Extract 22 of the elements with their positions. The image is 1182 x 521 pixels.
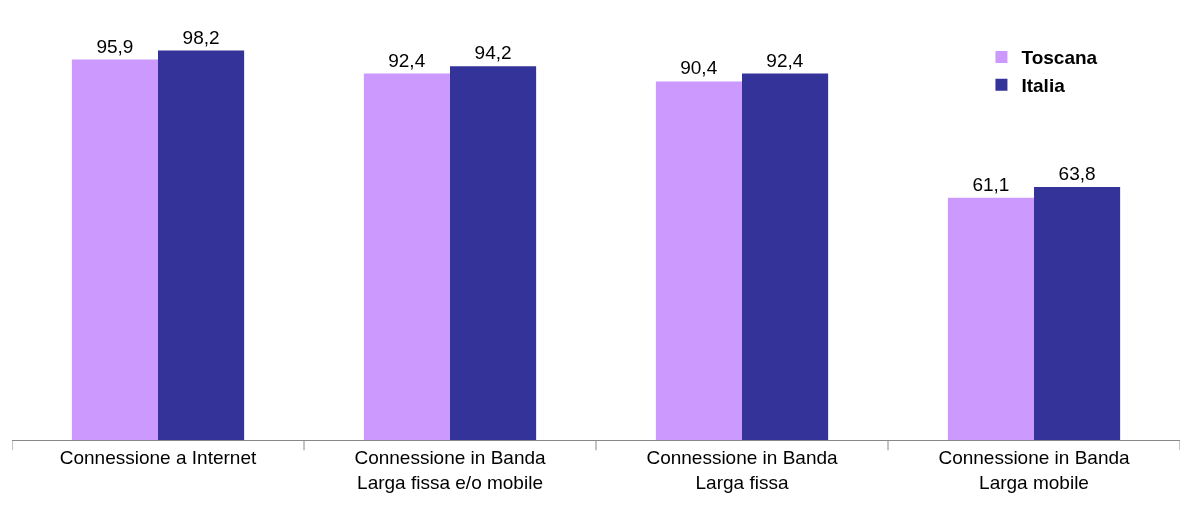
x-tick-label: Connessione a Internet	[59, 446, 257, 468]
bar	[158, 50, 245, 440]
data-label: 90,4	[680, 57, 718, 79]
data-label: 92,4	[388, 49, 426, 71]
legend-label: Toscana	[1021, 47, 1098, 69]
bar	[363, 73, 450, 440]
data-label: 92,4	[766, 49, 804, 71]
x-tick-label: Connessione in Banda Larga fissa	[646, 446, 839, 493]
bar	[1034, 186, 1121, 440]
legend-label: Italia	[1021, 75, 1066, 97]
bar	[655, 81, 742, 440]
data-label: 63,8	[1058, 162, 1096, 184]
data-label: 95,9	[96, 35, 134, 57]
bar	[71, 59, 158, 440]
data-label: 94,2	[474, 42, 512, 64]
x-tick-label: Connessione in Banda Larga fissa e/o mobile	[354, 446, 547, 493]
bar	[450, 66, 537, 440]
x-tick-label: Connessione in Banda Larga mobile	[938, 446, 1131, 493]
bar	[742, 73, 829, 440]
data-label: 61,1	[972, 173, 1010, 195]
data-label: 98,2	[182, 26, 220, 48]
bar	[947, 197, 1034, 440]
